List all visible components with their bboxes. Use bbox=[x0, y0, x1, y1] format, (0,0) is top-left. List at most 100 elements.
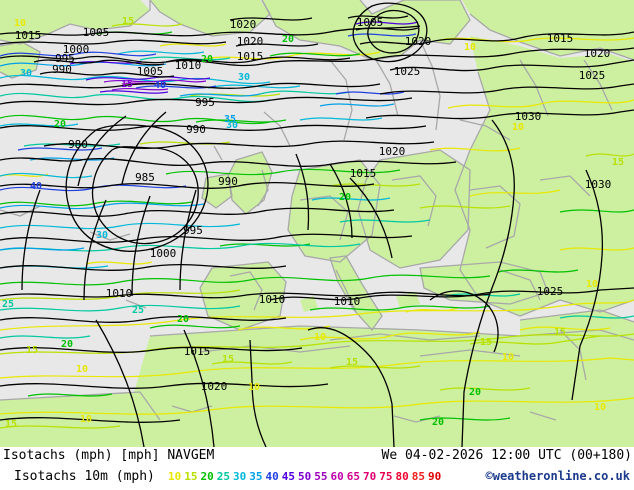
scale-step-25: 25 bbox=[216, 470, 230, 483]
scale-step-70: 70 bbox=[363, 470, 377, 483]
scale-step-80: 80 bbox=[395, 470, 409, 483]
scale-step-40: 40 bbox=[265, 470, 279, 483]
isobar-label: 1010 bbox=[259, 293, 286, 306]
isotach-label: 10 bbox=[314, 332, 326, 343]
isobar-label: 1025 bbox=[579, 69, 606, 82]
isobar-label: 1030 bbox=[585, 178, 612, 191]
isotach-label: 15 bbox=[554, 327, 566, 338]
isobar-label: 1025 bbox=[394, 65, 421, 78]
isotach-label: 30 bbox=[20, 68, 32, 79]
isotach-label: 30 bbox=[238, 72, 250, 83]
isobar-label: 1000 bbox=[63, 43, 90, 56]
isobar-label: 1020 bbox=[379, 145, 406, 158]
isobar-label: 1005 bbox=[83, 26, 110, 39]
isotach-label: 15 bbox=[480, 337, 492, 348]
footer-bar: Isotachs (mph) [mph] NAVGEM We 04-02-202… bbox=[0, 447, 634, 490]
scale-step-85: 85 bbox=[411, 470, 425, 483]
isotach-label: 40 bbox=[154, 80, 166, 91]
isobar-label: 985 bbox=[135, 171, 155, 184]
isobar-label: 1020 bbox=[237, 35, 264, 48]
valid-time: We 04-02-2026 12:00 UTC (00+180) bbox=[381, 448, 632, 463]
scale-step-65: 65 bbox=[346, 470, 360, 483]
isotach-label: 15 bbox=[222, 354, 234, 365]
isotach-label: 20 bbox=[282, 34, 294, 45]
isobar-label: 1020 bbox=[230, 18, 257, 31]
isotach-label: 15 bbox=[612, 157, 624, 168]
isobar-label: 1015 bbox=[350, 167, 377, 180]
isotach-label: 30 bbox=[226, 120, 238, 131]
scale-step-15: 15 bbox=[184, 470, 198, 483]
isobar-label: 995 bbox=[183, 224, 203, 237]
isobar-label: 1015 bbox=[237, 50, 264, 63]
isotach-label: 10 bbox=[76, 364, 88, 375]
isobar-label: 1020 bbox=[584, 47, 611, 60]
isotach-label: 15 bbox=[122, 16, 134, 27]
coastline-layer bbox=[0, 0, 634, 423]
map-canvas[interactable]: 1015 1005 1000 995 990 1005 1010 1015 10… bbox=[0, 0, 634, 447]
isotach-label: 15 bbox=[346, 357, 358, 368]
isobar-label: 1010 bbox=[106, 287, 133, 300]
isotach-label: 20 bbox=[201, 54, 213, 65]
isotach-label: 20 bbox=[177, 314, 189, 325]
isotach-label: 10 bbox=[512, 122, 524, 133]
isobar-label: 1020 bbox=[405, 35, 432, 48]
scale-step-35: 35 bbox=[249, 470, 263, 483]
copyright-notice: ©weatheronline.co.uk bbox=[485, 469, 631, 483]
isotach-label: 35 bbox=[224, 114, 236, 125]
isobar-label: 1005 bbox=[357, 16, 384, 29]
map-svg: 1015 1005 1000 995 990 1005 1010 1015 10… bbox=[0, 0, 634, 447]
isotach-label: 20 bbox=[432, 417, 444, 428]
isotach-label: 15 bbox=[121, 79, 133, 90]
isotach-label: 30 bbox=[96, 230, 108, 241]
isotach-label: 20 bbox=[61, 339, 73, 350]
footer-row-primary: Isotachs (mph) [mph] NAVGEM We 04-02-202… bbox=[0, 448, 634, 468]
isotach-labels: 15 40 10 15 30 20 20 40 30 25 25 20 20 1… bbox=[2, 16, 624, 430]
isotach-label: 20 bbox=[469, 387, 481, 398]
scale-step-75: 75 bbox=[379, 470, 393, 483]
isotach-label: 20 bbox=[54, 119, 66, 130]
isotach-label: 25 bbox=[132, 305, 144, 316]
product-title: Isotachs (mph) [mph] NAVGEM bbox=[3, 448, 215, 463]
isotach-label: 10 bbox=[594, 402, 606, 413]
scale-step-55: 55 bbox=[314, 470, 328, 483]
isobar-label: 1015 bbox=[547, 32, 574, 45]
isobar-label: 990 bbox=[218, 175, 238, 188]
isobar-labels: 1015 1005 1000 995 990 1005 1010 1015 10… bbox=[15, 16, 612, 393]
isotach-label: 25 bbox=[2, 299, 14, 310]
isotach-label: 10 bbox=[464, 42, 476, 53]
parameter-subtitle: Isotachs 10m (mph) bbox=[14, 469, 155, 484]
scale-step-90: 90 bbox=[428, 470, 442, 483]
isobar-label: 1010 bbox=[175, 59, 202, 72]
isotach-label: 10 bbox=[586, 279, 598, 290]
isobar-label: 1020 bbox=[201, 380, 228, 393]
scale-step-10: 10 bbox=[168, 470, 182, 483]
isotach-scale: 10 15 20 25 30 35 40 45 50 55 60 65 70 75 80 85 90 bbox=[168, 470, 444, 483]
isobar-label: 990 bbox=[186, 123, 206, 136]
scale-step-20: 20 bbox=[200, 470, 214, 483]
isotach-label: 10 bbox=[248, 382, 260, 393]
scale-step-60: 60 bbox=[330, 470, 344, 483]
isotach-label: 20 bbox=[339, 192, 351, 203]
isobar-label: 1030 bbox=[515, 110, 542, 123]
isobar-label: 1010 bbox=[334, 295, 361, 308]
scale-step-45: 45 bbox=[281, 470, 295, 483]
isobar-label: 1025 bbox=[537, 285, 564, 298]
scale-step-30: 30 bbox=[233, 470, 247, 483]
isobar-label: 1015 bbox=[15, 29, 42, 42]
isotach-label: 10 bbox=[14, 18, 26, 29]
isotach-label: 10 bbox=[502, 352, 514, 363]
isotach-label: 40 bbox=[30, 181, 42, 192]
footer-row-secondary: Isotachs 10m (mph) 10 15 20 25 30 35 40 45 50 55 6… bbox=[0, 469, 634, 489]
isobar-label: 1000 bbox=[150, 247, 177, 260]
isobar-label: 995 bbox=[55, 52, 75, 65]
isotach-label: 15 bbox=[26, 345, 38, 356]
isotach-label: 15 bbox=[5, 419, 17, 430]
isotach-label: 10 bbox=[80, 414, 92, 425]
isobar-label: 1005 bbox=[137, 65, 164, 78]
low-center-loops bbox=[65, 2, 428, 252]
isobar-label: 990 bbox=[52, 63, 72, 76]
isobar-layer bbox=[0, 15, 634, 447]
isobar-label: 1015 bbox=[184, 345, 211, 358]
scale-step-50: 50 bbox=[298, 470, 312, 483]
